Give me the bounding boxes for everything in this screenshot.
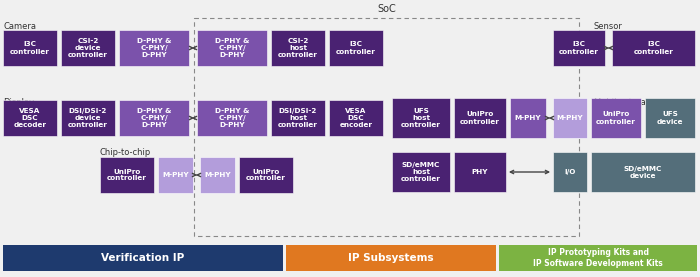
Bar [3, 245, 283, 271]
FancyBboxPatch shape [329, 30, 383, 66]
Text: DSI/DSI-2
host
controller: DSI/DSI-2 host controller [278, 108, 318, 128]
Text: CSI-2
host
controller: CSI-2 host controller [278, 38, 318, 58]
Bar [499, 245, 697, 271]
FancyBboxPatch shape [200, 157, 235, 193]
FancyBboxPatch shape [553, 30, 605, 66]
FancyBboxPatch shape [591, 152, 695, 192]
Text: UniPro
controller: UniPro controller [107, 168, 147, 181]
FancyBboxPatch shape [553, 152, 587, 192]
Text: Camera: Camera [3, 22, 36, 31]
FancyBboxPatch shape [271, 100, 325, 136]
Text: I3C
controller: I3C controller [336, 42, 376, 55]
Text: UFS
host
controller: UFS host controller [401, 108, 441, 128]
FancyBboxPatch shape [197, 30, 267, 66]
Text: D-PHY &
C-PHY/
D-PHY: D-PHY & C-PHY/ D-PHY [215, 38, 249, 58]
Text: I/O: I/O [564, 169, 575, 175]
Text: I3C
controller: I3C controller [634, 42, 673, 55]
Text: M-PHY: M-PHY [514, 115, 541, 121]
Text: M-PHY: M-PHY [556, 115, 583, 121]
Text: VESA
DSC
decoder: VESA DSC decoder [13, 108, 46, 128]
Text: D-PHY &
C-PHY/
D-PHY: D-PHY & C-PHY/ D-PHY [136, 108, 172, 128]
Text: Display: Display [3, 98, 34, 107]
Text: D-PHY &
C-PHY/
D-PHY: D-PHY & C-PHY/ D-PHY [136, 38, 172, 58]
FancyBboxPatch shape [612, 30, 695, 66]
FancyBboxPatch shape [392, 152, 450, 192]
Text: I3C
controller: I3C controller [10, 42, 50, 55]
FancyBboxPatch shape [61, 30, 115, 66]
Text: Sensor: Sensor [594, 22, 623, 31]
Text: M-PHY: M-PHY [162, 172, 189, 178]
Text: D-PHY &
C-PHY/
D-PHY: D-PHY & C-PHY/ D-PHY [215, 108, 249, 128]
FancyBboxPatch shape [645, 98, 695, 138]
FancyBboxPatch shape [239, 157, 293, 193]
Text: Chip-to-chip: Chip-to-chip [100, 148, 151, 157]
FancyBboxPatch shape [454, 98, 506, 138]
FancyBboxPatch shape [158, 157, 193, 193]
Text: I3C
controller: I3C controller [559, 42, 599, 55]
Text: Verification IP: Verification IP [102, 253, 185, 263]
FancyBboxPatch shape [392, 98, 450, 138]
FancyBboxPatch shape [271, 30, 325, 66]
Text: IP Subsystems: IP Subsystems [348, 253, 434, 263]
FancyBboxPatch shape [329, 100, 383, 136]
FancyBboxPatch shape [100, 157, 154, 193]
Text: DSI/DSI-2
device
controller: DSI/DSI-2 device controller [68, 108, 108, 128]
Text: UFS
device: UFS device [657, 112, 683, 124]
Text: M-PHY: M-PHY [204, 172, 231, 178]
Text: PHY: PHY [472, 169, 489, 175]
FancyBboxPatch shape [197, 100, 267, 136]
Text: IP Prototyping Kits and
IP Software Development Kits: IP Prototyping Kits and IP Software Deve… [533, 248, 663, 268]
FancyBboxPatch shape [591, 98, 641, 138]
Text: SD/eMMC
host
controller: SD/eMMC host controller [401, 162, 441, 182]
FancyBboxPatch shape [61, 100, 115, 136]
Text: UniPro
controller: UniPro controller [596, 112, 636, 124]
FancyBboxPatch shape [119, 100, 189, 136]
Text: Mobile storage: Mobile storage [594, 98, 657, 107]
FancyBboxPatch shape [3, 100, 57, 136]
FancyBboxPatch shape [119, 30, 189, 66]
Text: SoC: SoC [377, 4, 396, 14]
Text: UniPro
controller: UniPro controller [460, 112, 500, 124]
FancyBboxPatch shape [553, 98, 587, 138]
Text: SD/eMMC
device: SD/eMMC device [624, 165, 662, 178]
Bar [286, 245, 496, 271]
FancyBboxPatch shape [3, 30, 57, 66]
FancyBboxPatch shape [454, 152, 506, 192]
Text: VESA
DSC
encoder: VESA DSC encoder [340, 108, 372, 128]
Text: CSI-2
device
controller: CSI-2 device controller [68, 38, 108, 58]
Text: UniPro
controller: UniPro controller [246, 168, 286, 181]
FancyBboxPatch shape [510, 98, 546, 138]
